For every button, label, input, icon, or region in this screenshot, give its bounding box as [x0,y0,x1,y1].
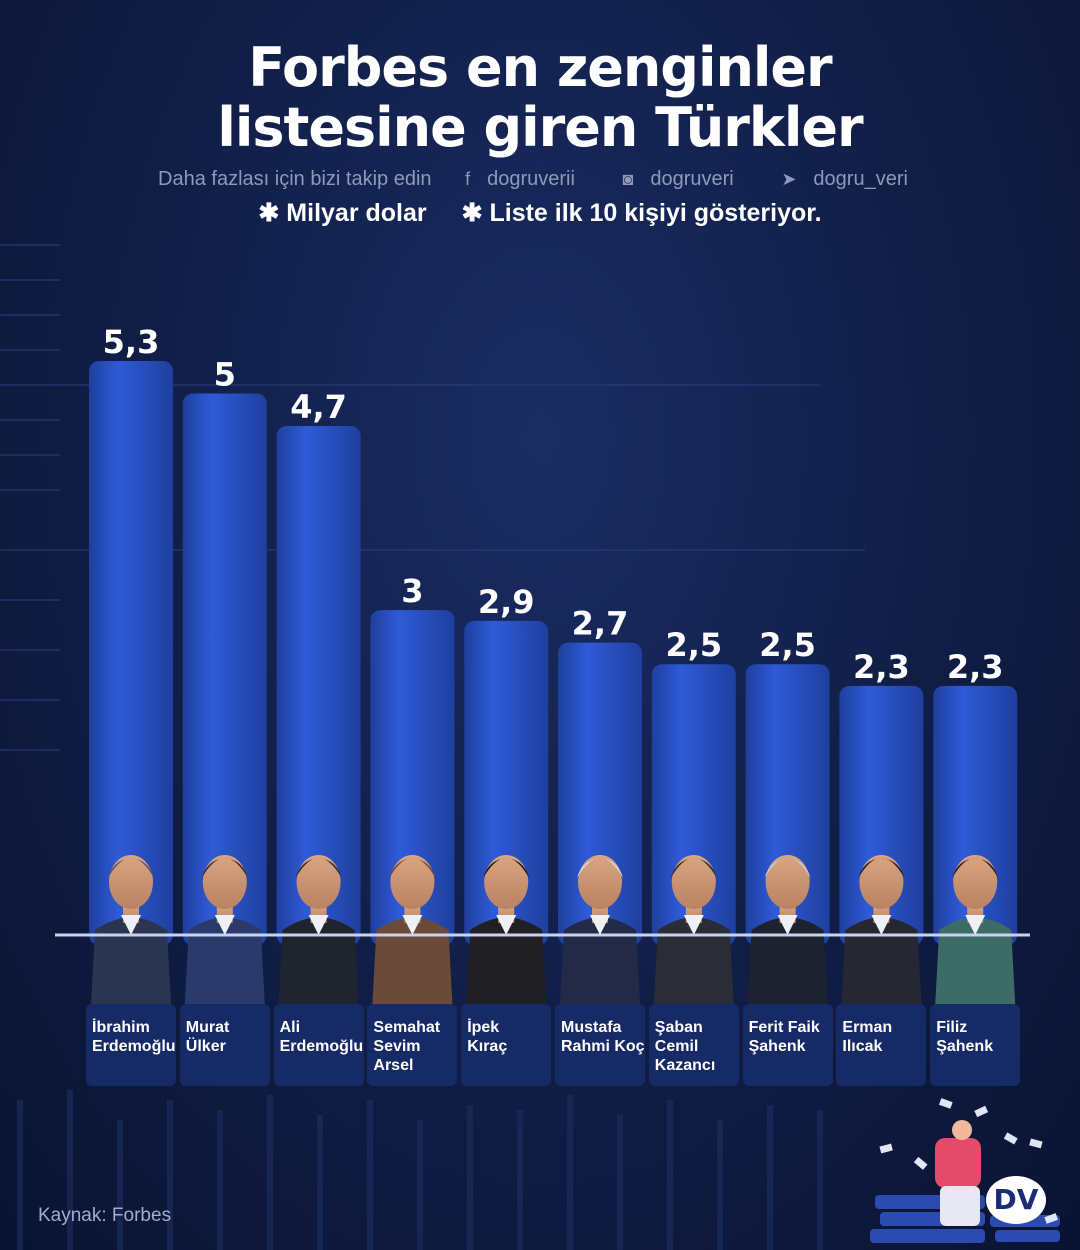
name-line: İbrahim [92,1019,150,1036]
twitter-link[interactable]: ➤ dogru_veri [781,168,922,190]
facebook-icon: f [465,169,471,189]
name-line: Kıraç [467,1038,508,1055]
chart-title: Forbes en zenginler listesine giren Türk… [0,38,1080,158]
name-line: Sevim [373,1038,421,1055]
portrait-2 [184,855,265,1004]
name-line: Murat [185,1019,230,1036]
name-line: Filiz [936,1019,968,1036]
value-label-1: 5,3 [103,323,160,361]
name-line: Ülker [185,1038,226,1055]
name-card-3: Ali Erdemoğlu [273,1004,364,1086]
name-card-6: Mustafa Rahmi Koç [555,1004,645,1086]
portrait-7 [653,855,734,1004]
instagram-icon: ◙ [622,169,634,189]
portrait-8 [747,855,828,1004]
portrait-5 [466,855,547,1004]
facebook-link[interactable]: f dogruverii [465,168,589,190]
name-card-9: Erman Ilıcak [836,1004,927,1086]
portrait-6 [560,855,640,1004]
name-card-5: İpek Kıraç [461,1004,552,1086]
social-follow-row: Daha fazlası için bizi takip edin f dogru… [0,168,1080,191]
title-line-2: listesine giren Türkler [217,96,863,159]
value-label-9: 2,3 [853,648,910,686]
name-line: Cemil [654,1038,699,1055]
bar-2 [182,393,267,945]
name-line: Erman [842,1019,893,1036]
bar-3 [276,425,361,945]
bar-1 [89,361,173,945]
portrait-3 [278,855,359,1004]
value-label-4: 3 [401,572,423,610]
name-line: Mustafa [561,1019,622,1036]
value-label-2: 5 [214,355,236,393]
twitter-handle: dogru_veri [813,168,908,190]
value-label-7: 2,5 [665,626,722,664]
bar-5 [464,620,549,945]
title-line-1: Forbes en zenginler [248,36,832,99]
name-line: Rahmi Koç [561,1038,645,1055]
bar-4 [370,610,455,945]
value-label-6: 2,7 [572,605,629,643]
follow-text: Daha fazlası için bizi takip edin [158,168,432,190]
value-label-5: 2,9 [478,583,535,621]
name-line: Şaban [654,1019,703,1036]
brand-logo: DV [986,1176,1046,1224]
value-label-3: 4,7 [290,388,347,426]
name-line: Şahenk [936,1038,994,1055]
value-label-8: 2,5 [759,626,816,664]
name-line: Erdemoğlu [92,1038,176,1055]
name-line: Ali [279,1019,301,1036]
name-line: İpek [467,1019,500,1036]
note-unit: ✱ Milyar dolar [258,199,427,227]
twitter-icon: ➤ [781,169,797,189]
instagram-link[interactable]: ◙ dogruveri [623,168,748,190]
instagram-handle: dogruveri [650,168,734,190]
note-scope: ✱ Liste ilk 10 kişiyi gösteriyor. [461,199,822,227]
source-label: Kaynak: Forbes [38,1205,172,1226]
portrait-1 [91,855,171,1004]
name-line: Şahenk [748,1038,806,1055]
facebook-handle: dogruverii [487,168,575,190]
notes-row: ✱ Milyar dolar ✱ Liste ilk 10 kişiyi gös… [0,198,1080,228]
name-line: Arsel [373,1057,414,1074]
portrait-9 [841,855,922,1004]
bar-6 [558,642,642,945]
name-card-8: Ferit Faik Şahenk [742,1004,833,1086]
name-line: Erdemoğlu [279,1038,364,1055]
name-line: Ilıcak [842,1038,883,1055]
portrait-4 [372,855,453,1004]
name-card-1: İbrahim Erdemoğlu [86,1004,176,1086]
name-line: Semahat [373,1019,441,1036]
name-line: Ferit Faik [748,1019,820,1036]
name-card-10: Filiz Şahenk [930,1004,1021,1086]
value-label-10: 2,3 [947,648,1004,686]
portrait-10 [935,855,1016,1004]
name-card-2: Murat Ülker [179,1004,270,1086]
name-card-4: Semahat Sevim Arsel [367,1004,458,1086]
name-card-7: Şaban Cemil Kazancı [648,1004,739,1086]
name-line: Kazancı [654,1057,716,1074]
